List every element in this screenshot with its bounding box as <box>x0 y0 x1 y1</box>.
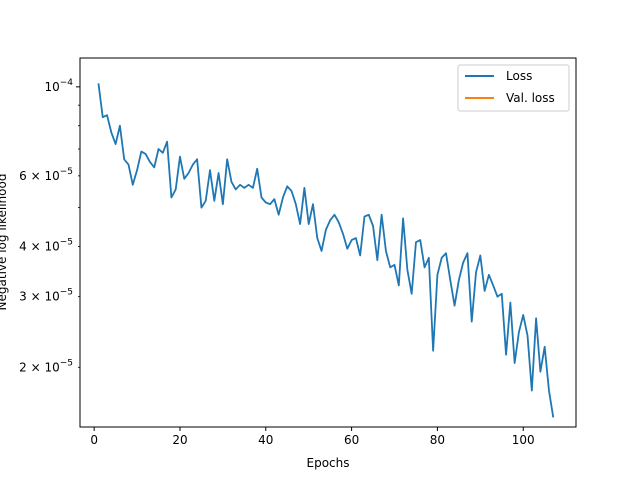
x-tick-label: 60 <box>344 433 359 447</box>
legend: Loss Val. loss <box>457 64 570 112</box>
y-axis-label: Negative log likelihood <box>0 174 9 311</box>
legend-label-loss: Loss <box>506 69 532 83</box>
x-tick-label: 100 <box>512 433 535 447</box>
y-minor-tick-label: 2 × 10−5 <box>19 358 73 374</box>
y-tick-label: 10−4 <box>44 78 73 94</box>
series-line-loss <box>97 83 555 418</box>
x-tick-label: 80 <box>430 433 445 447</box>
y-minor-tick-label: 3 × 10−5 <box>19 288 73 304</box>
y-minor-tick-label: 6 × 10−5 <box>19 167 73 183</box>
axis-ticks: 0 20 40 60 80 100 10−4 6 × 10−5 4 × 10−5 3 × 10−5… <box>19 78 535 447</box>
series-layer <box>97 83 555 418</box>
y-minor-tick-label: 4 × 10−5 <box>19 238 73 254</box>
x-tick-label: 0 <box>90 433 98 447</box>
x-tick-label: 20 <box>172 433 187 447</box>
x-tick-label: 40 <box>258 433 273 447</box>
plot-area-background <box>80 58 576 427</box>
legend-label-val-loss: Val. loss <box>506 91 555 105</box>
plot-frame <box>79 57 577 428</box>
x-axis-label: Epochs <box>307 456 350 470</box>
